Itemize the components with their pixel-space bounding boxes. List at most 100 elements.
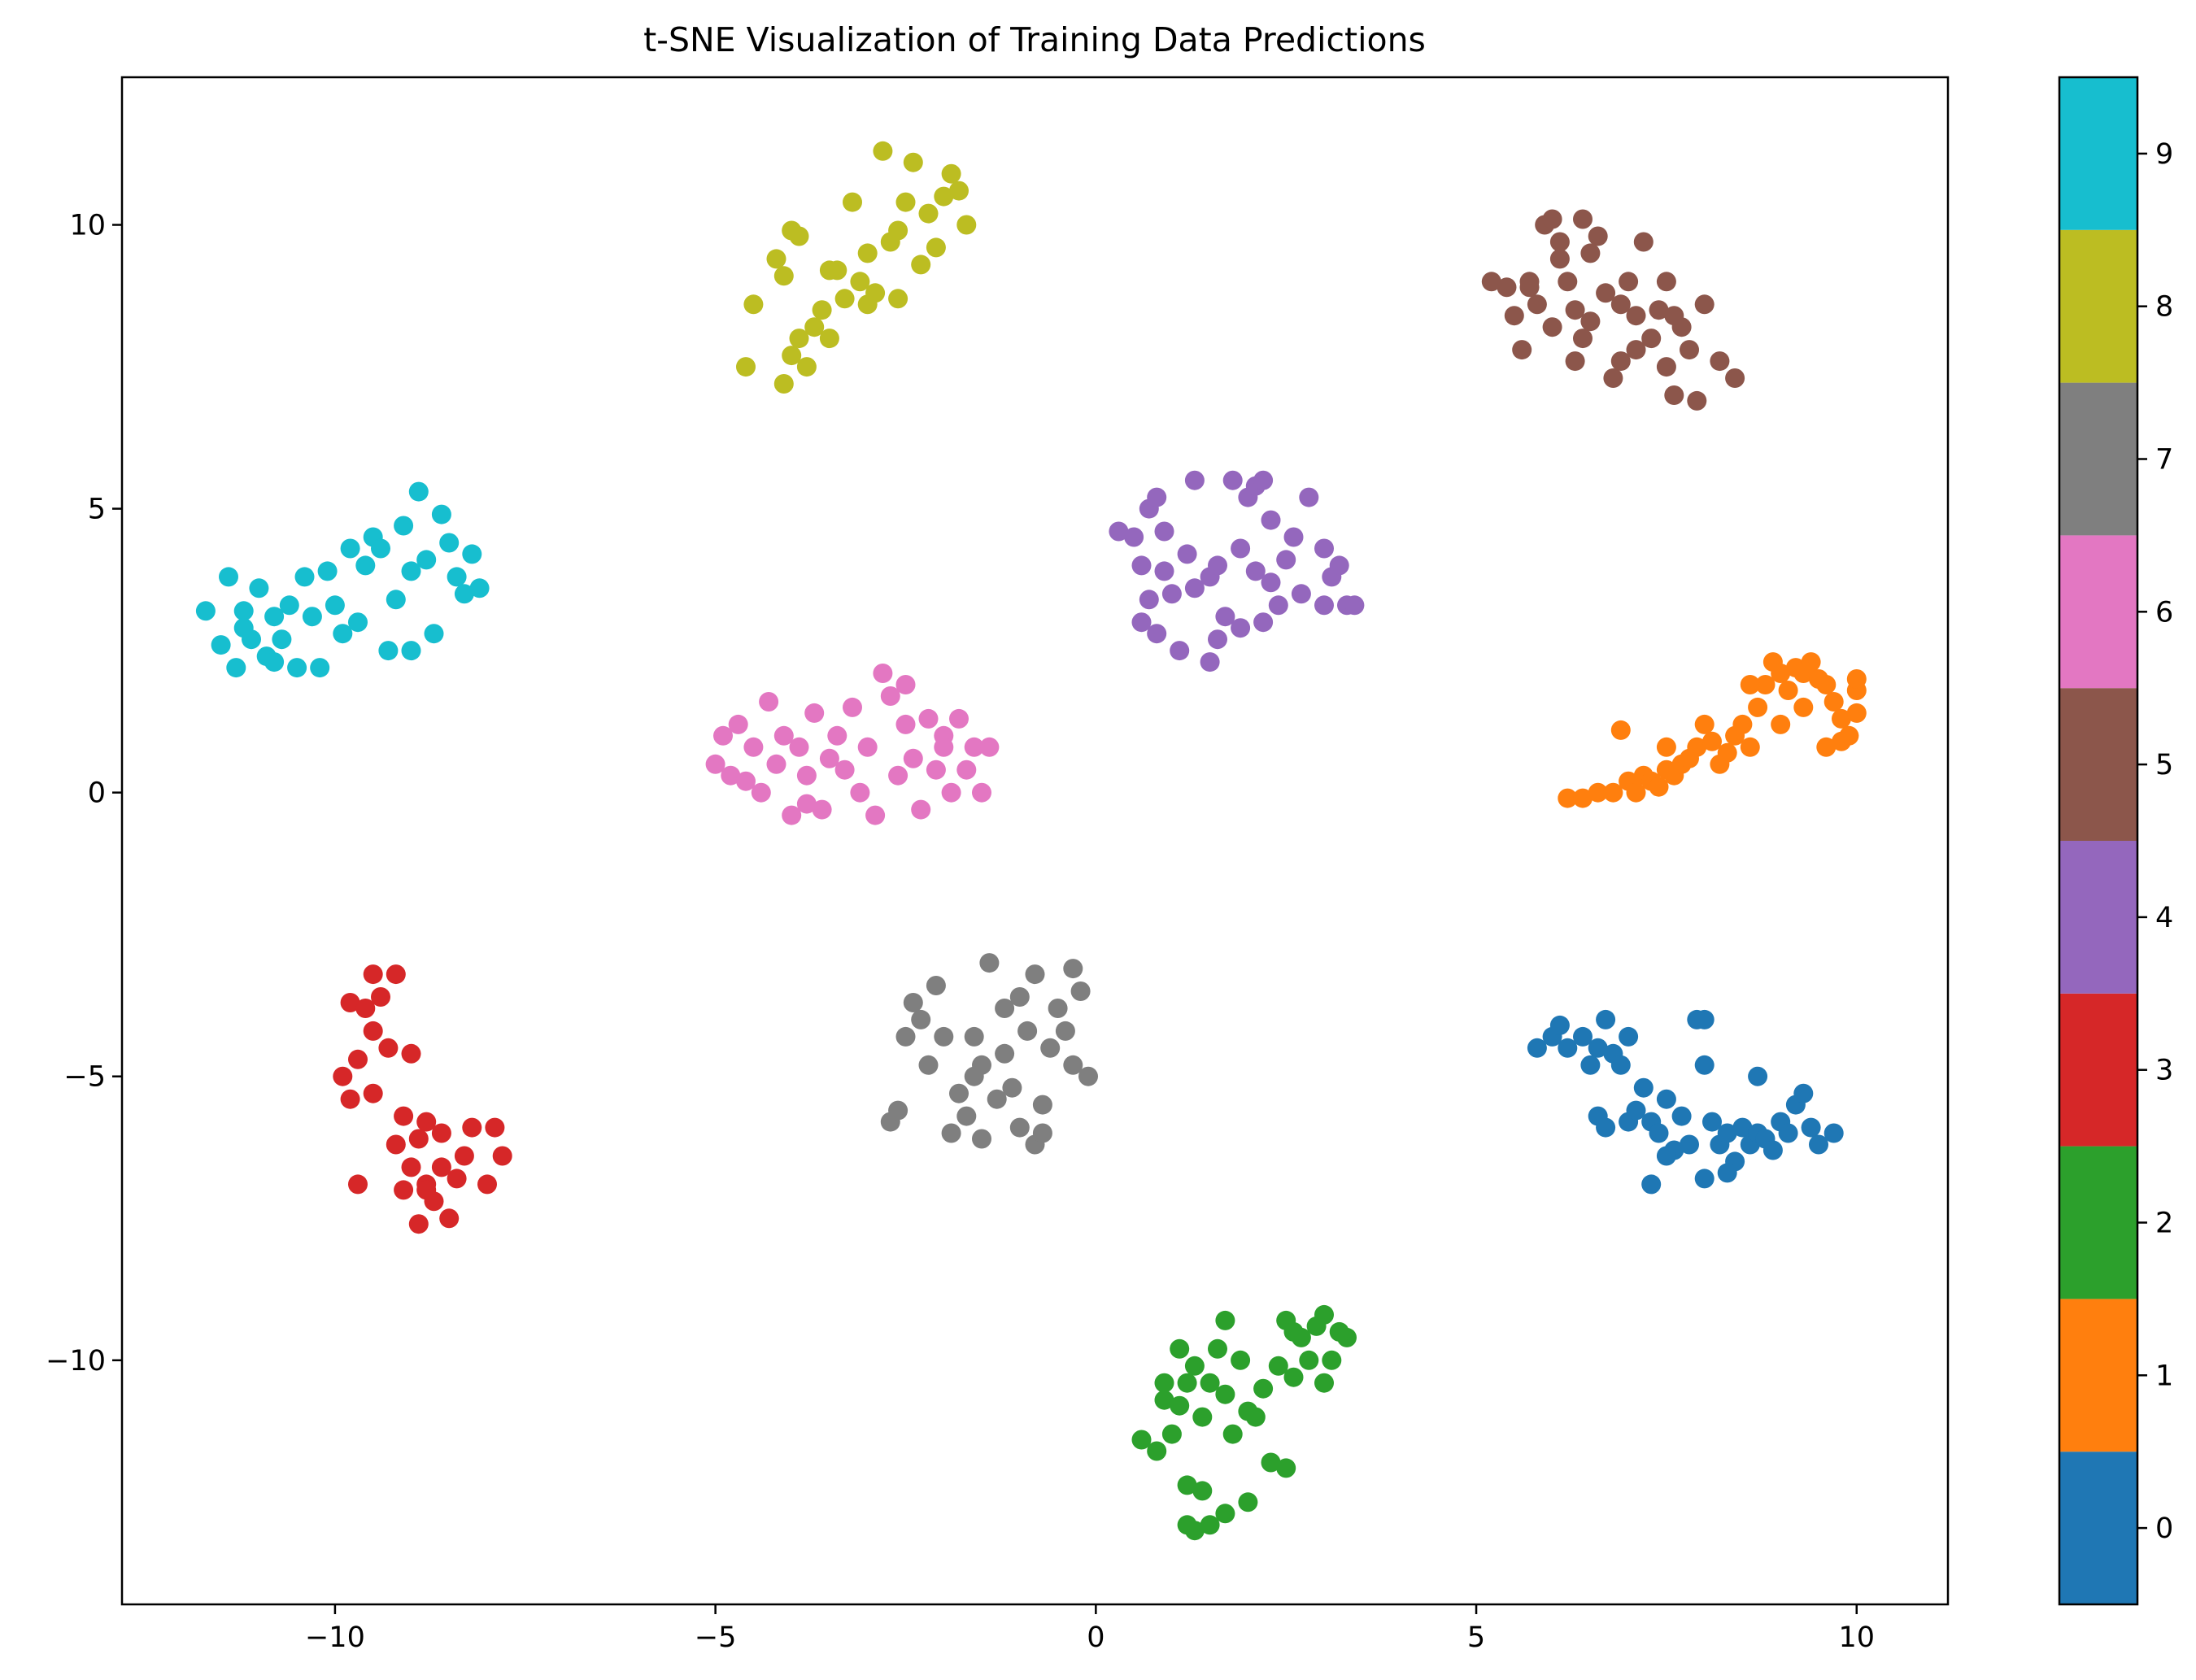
scatter-point <box>1215 607 1235 627</box>
scatter-point <box>1184 1356 1205 1376</box>
scatter-point <box>705 754 725 774</box>
scatter-point <box>1283 1367 1304 1387</box>
scatter-point <box>1261 1452 1281 1473</box>
scatter-point <box>1573 209 1593 229</box>
scatter-point <box>918 203 939 224</box>
scatter-point <box>873 664 893 683</box>
scatter-point <box>1588 782 1608 803</box>
colorbar-segment <box>2059 688 2137 841</box>
scatter-point <box>1161 584 1182 604</box>
scatter-point <box>325 595 345 616</box>
scatter-point <box>1656 1146 1676 1166</box>
scatter-point <box>796 765 817 786</box>
colorbar-segment <box>2059 841 2137 994</box>
scatter-point <box>378 641 399 661</box>
colorbar-tick-label: 9 <box>2155 138 2173 171</box>
scatter-point <box>1222 470 1243 490</box>
colorbar-segment <box>2059 1299 2137 1452</box>
colorbar-frame <box>2058 76 2139 1606</box>
series-class-7 <box>880 953 1098 1155</box>
colorbar-segment <box>2059 229 2137 383</box>
scatter-point <box>827 725 847 746</box>
scatter-point <box>1314 1304 1334 1325</box>
scatter-point <box>1565 351 1585 372</box>
scatter-point <box>1215 1384 1235 1404</box>
scatter-point <box>1192 1407 1213 1427</box>
x-axis: −10 −5 0 5 10 <box>305 1604 1875 1654</box>
scatter-point <box>1048 999 1068 1018</box>
scatter-point <box>1580 311 1601 332</box>
scatter-point <box>1603 368 1623 388</box>
colorbar-tick-label: 5 <box>2155 749 2173 781</box>
scatter-point <box>956 1106 977 1126</box>
scatter-point <box>888 220 908 241</box>
scatter-point <box>895 1026 916 1047</box>
scatter-point <box>416 550 437 570</box>
scatter-point <box>378 1038 399 1058</box>
scatter-point <box>819 748 839 768</box>
colorbar-tick-label: 1 <box>2155 1360 2173 1392</box>
scatter-point <box>1040 1038 1061 1058</box>
scatter-point <box>287 658 307 678</box>
scatter-point <box>1641 1174 1662 1195</box>
scatter-point <box>1268 595 1288 616</box>
scatter-point <box>355 999 376 1018</box>
scatter-point <box>1154 521 1174 542</box>
scatter-point <box>1481 272 1501 292</box>
scatter-point <box>789 329 809 349</box>
scatter-point <box>873 141 893 161</box>
scatter-point <box>1762 1140 1783 1160</box>
y-tick-label: −5 <box>63 1061 106 1094</box>
scatter-point <box>340 538 360 559</box>
scatter-point <box>926 237 946 258</box>
scatter-point <box>1276 550 1296 570</box>
scatter-point <box>386 1134 406 1155</box>
scatter-point <box>416 1112 437 1132</box>
scatter-point <box>1626 340 1646 360</box>
scatter-point <box>1694 294 1715 315</box>
scatter-point <box>1147 624 1167 644</box>
scatter-point <box>1755 675 1776 694</box>
scatter-point <box>934 186 954 207</box>
scatter-point <box>1215 1504 1235 1524</box>
scatter-point <box>371 538 390 559</box>
scatter-point <box>789 737 809 757</box>
scatter-point <box>956 759 977 780</box>
scatter-point <box>1610 1055 1631 1075</box>
scatter-point <box>1664 385 1684 405</box>
scatter-point <box>1245 561 1266 581</box>
scatter-point <box>1314 538 1334 559</box>
scatter-point <box>340 993 360 1012</box>
scatter-point <box>333 1066 353 1086</box>
scatter-point <box>1161 1424 1182 1444</box>
scatter-point <box>1671 1106 1692 1126</box>
scatter-point <box>447 1169 467 1189</box>
scatter-point <box>773 374 794 394</box>
scatter-point <box>1519 272 1540 292</box>
scatter-point <box>804 703 825 723</box>
scatter-point <box>1124 527 1144 547</box>
x-tick-label: −5 <box>695 1621 737 1654</box>
colorbar-tick-label: 8 <box>2155 291 2173 324</box>
scatter-point <box>279 595 299 616</box>
scatter-point <box>1268 1356 1288 1376</box>
scatter-point <box>333 624 353 644</box>
scatter-point <box>348 1049 368 1069</box>
scatter-point <box>348 1174 368 1195</box>
scatter-point <box>1596 1117 1616 1138</box>
scatter-point <box>796 357 817 377</box>
scatter-point <box>895 714 916 734</box>
scatter-point <box>1032 1095 1052 1115</box>
scatter-point <box>987 1089 1007 1109</box>
scatter-point <box>934 1026 954 1047</box>
scatter-point <box>1299 1350 1319 1370</box>
scatter-point <box>469 578 490 598</box>
colorbar-segment <box>2059 77 2137 230</box>
scatter-point <box>1725 368 1745 388</box>
series-class-4 <box>1109 470 1365 672</box>
scatter-point <box>1573 788 1593 808</box>
scatter-point <box>439 1208 460 1229</box>
y-tick-label: −10 <box>46 1345 106 1378</box>
scatter-point <box>1717 1163 1737 1183</box>
scatter-point <box>880 686 900 706</box>
